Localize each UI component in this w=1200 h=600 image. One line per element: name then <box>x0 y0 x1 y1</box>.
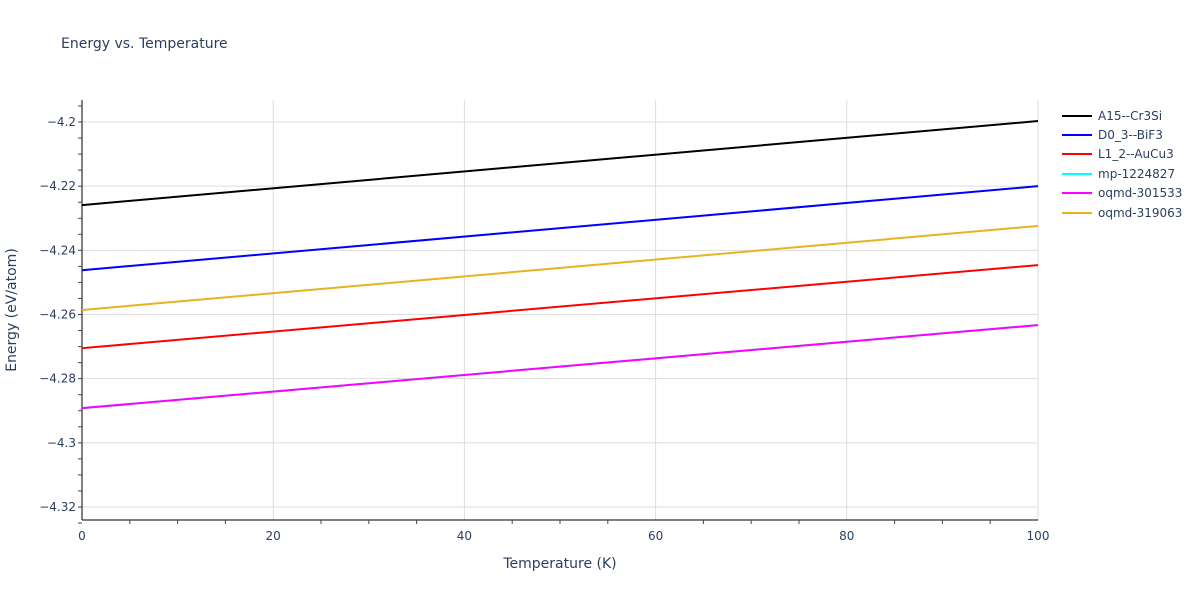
y-tick-label: −4.2 <box>47 115 76 129</box>
legend-label: L1_2--AuCu3 <box>1098 147 1174 162</box>
y-tick-label: −4.28 <box>39 372 76 386</box>
legend-swatch <box>1062 192 1092 195</box>
y-tick-label: −4.24 <box>39 243 76 257</box>
legend-item[interactable]: A15--Cr3Si <box>1062 106 1182 125</box>
y-tick-label: −4.32 <box>39 500 76 514</box>
y-tick-label: −4.26 <box>39 308 76 322</box>
x-tick-label: 20 <box>266 529 281 543</box>
legend-item[interactable]: L1_2--AuCu3 <box>1062 145 1182 164</box>
y-axis-title: Energy (eV/atom) <box>4 248 20 372</box>
legend-swatch <box>1062 211 1092 214</box>
y-tick-label: −4.22 <box>39 179 76 193</box>
legend: A15--Cr3Si D0_3--BiF3 L1_2--AuCu3 mp-122482… <box>1062 106 1182 222</box>
x-axis-title: Temperature (K) <box>502 556 616 572</box>
legend-item[interactable]: oqmd-301533 <box>1062 184 1182 203</box>
chart-title: Energy vs. Temperature <box>61 36 228 52</box>
x-tick-label: 60 <box>648 529 663 543</box>
x-tick-label: 0 <box>78 529 86 543</box>
x-tick-label: 100 <box>1027 529 1050 543</box>
y-tick-label: −4.3 <box>47 436 76 450</box>
legend-swatch <box>1062 153 1092 156</box>
series-line-A15--Cr3Si[interactable] <box>81 120 1039 207</box>
series-line-oqmd-319063[interactable] <box>81 224 1039 312</box>
legend-swatch <box>1062 114 1092 117</box>
legend-swatch <box>1062 172 1092 175</box>
legend-label: oqmd-319063 <box>1098 205 1183 220</box>
legend-item[interactable]: D0_3--BiF3 <box>1062 125 1182 144</box>
legend-swatch <box>1062 134 1092 137</box>
x-tick-label: 80 <box>839 529 854 543</box>
legend-label: oqmd-301533 <box>1098 186 1183 201</box>
legend-label: mp-1224827 <box>1098 166 1176 181</box>
legend-label: D0_3--BiF3 <box>1098 128 1163 143</box>
series-line-D0_3--BiF3[interactable] <box>81 185 1039 272</box>
series-line-L1_2--AuCu3[interactable] <box>81 264 1039 350</box>
legend-label: A15--Cr3Si <box>1098 108 1163 123</box>
legend-item[interactable]: mp-1224827 <box>1062 164 1182 183</box>
legend-item[interactable]: oqmd-319063 <box>1062 203 1182 222</box>
series-line-oqmd-301533[interactable] <box>81 324 1039 410</box>
x-tick-label: 40 <box>457 529 472 543</box>
